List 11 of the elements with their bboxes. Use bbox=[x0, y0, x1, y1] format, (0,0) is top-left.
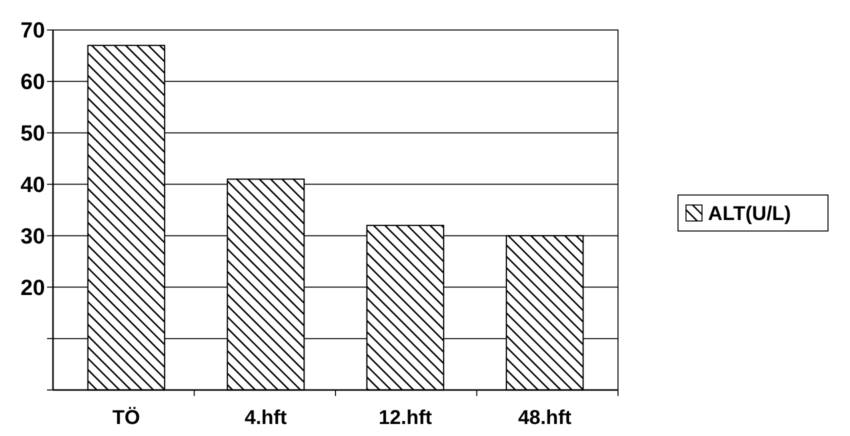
x-tick-label: TÖ bbox=[112, 406, 140, 429]
y-tick-label: 50 bbox=[20, 120, 45, 146]
y-tick-label: 70 bbox=[20, 18, 45, 43]
y-tick-label: 30 bbox=[20, 223, 45, 248]
x-tick-label: 12.hft bbox=[378, 407, 432, 429]
y-tick-label: 40 bbox=[20, 172, 45, 197]
legend-label: ALT(U/L) bbox=[708, 203, 791, 225]
x-tick-label: 48.hft bbox=[518, 407, 572, 429]
y-tick-label: 60 bbox=[20, 69, 45, 94]
y-tick-label: 20 bbox=[20, 274, 45, 300]
x-tick-label: 4.hft bbox=[244, 407, 288, 429]
